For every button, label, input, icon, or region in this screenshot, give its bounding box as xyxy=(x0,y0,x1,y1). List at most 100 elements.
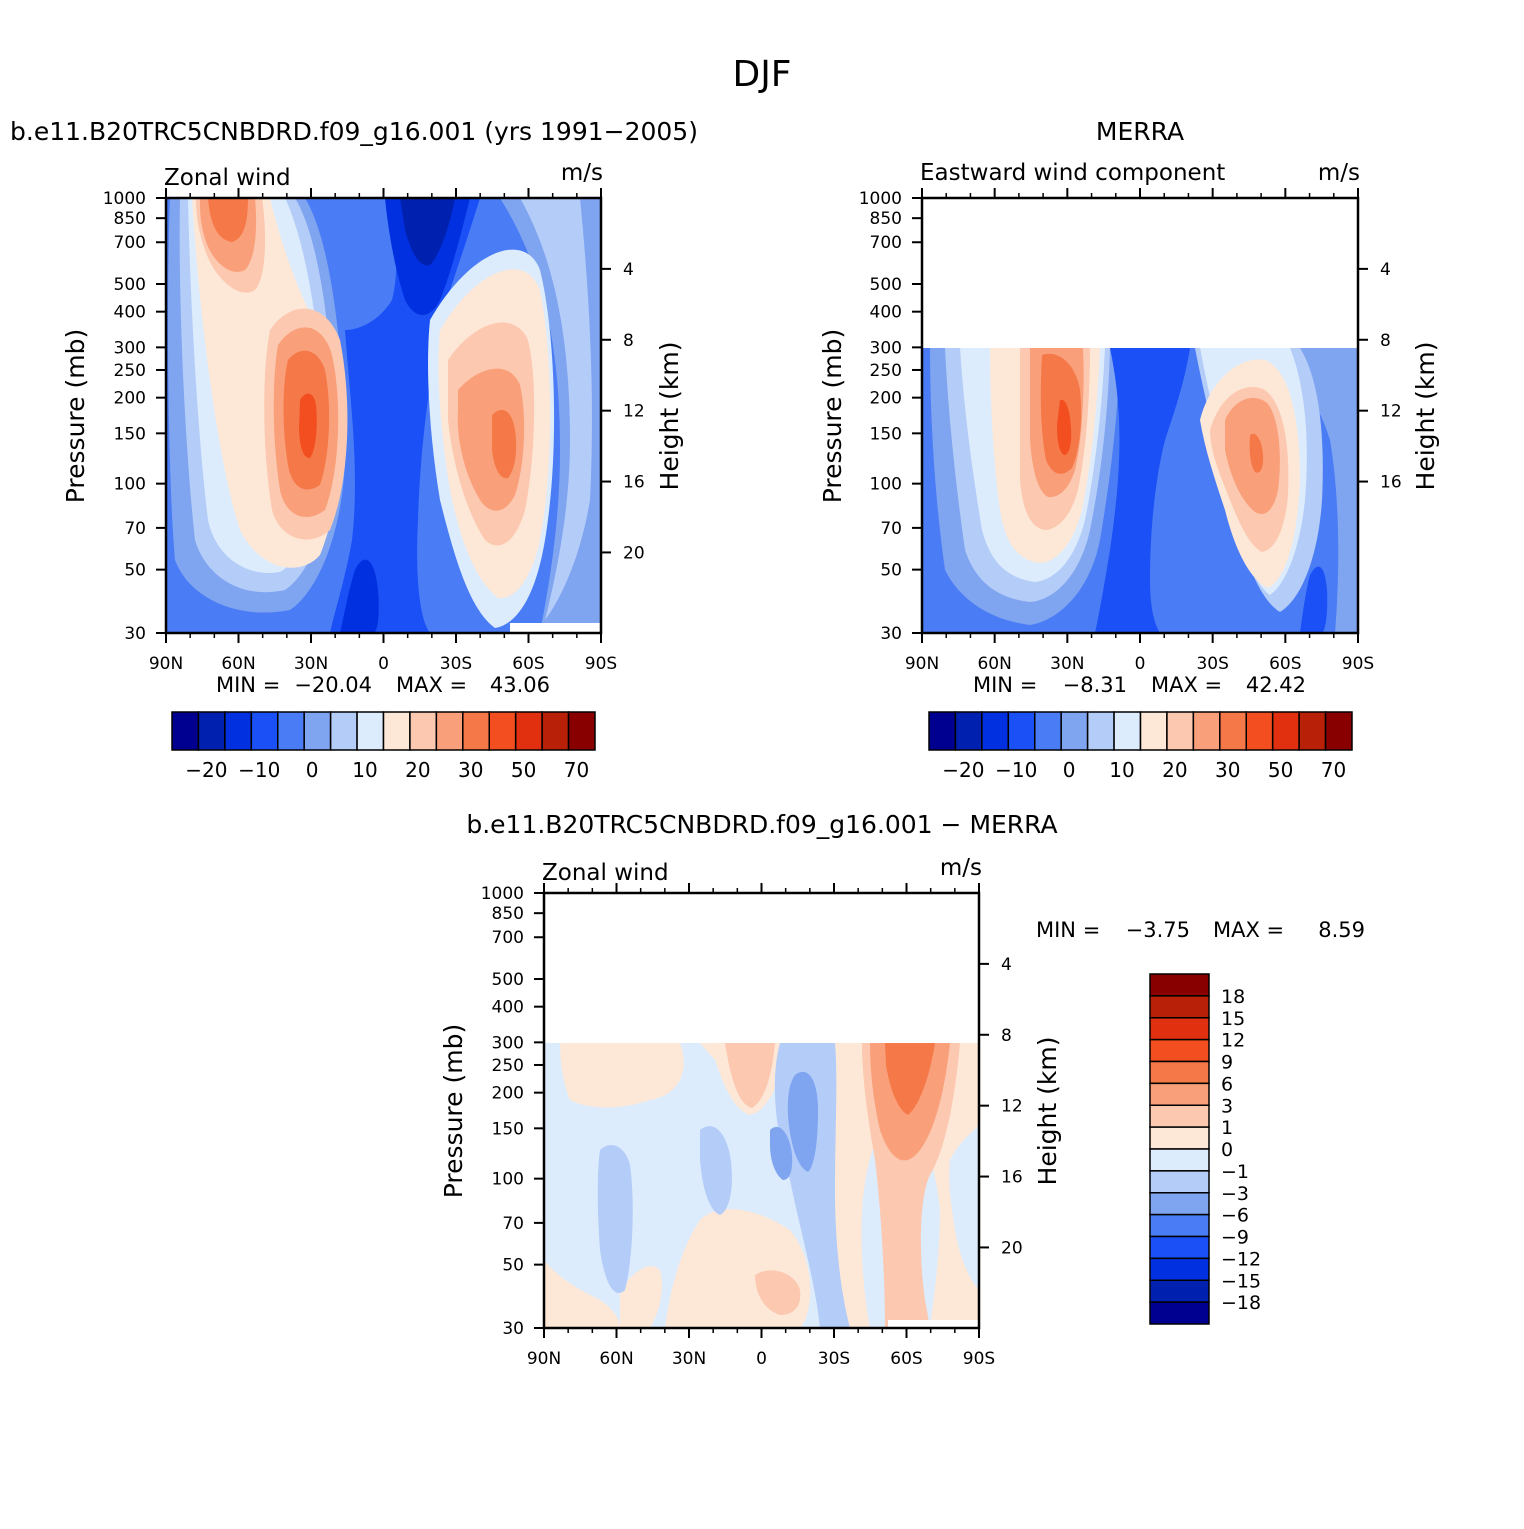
y-tick-label: 250 xyxy=(114,361,146,381)
y2-tick-label: 12 xyxy=(623,402,645,422)
page-title: DJF xyxy=(732,54,791,95)
colorbar-label: 0 xyxy=(306,758,319,782)
y2-tick-label: 16 xyxy=(1001,1168,1023,1188)
colorbar-label: 0 xyxy=(1221,1139,1233,1161)
y-tick-label: 50 xyxy=(124,561,146,581)
panel-diff-contours xyxy=(544,1043,979,1328)
y-tick-label: 150 xyxy=(492,1119,524,1139)
panel-merra-title: MERRA xyxy=(1096,117,1184,146)
colorbar-box xyxy=(1149,1192,1210,1216)
contour-missing-region xyxy=(888,1320,979,1328)
colorbar-box xyxy=(954,711,983,751)
colorbar-box xyxy=(1166,711,1195,751)
panel-model-colorbar: −20 −10 0 10 20 30 50 70 xyxy=(171,711,596,782)
contour-fill-neg9b xyxy=(340,559,379,633)
colorbar-box xyxy=(1060,711,1089,751)
colorbar-box xyxy=(1149,1082,1210,1106)
panel-diff-max-value: 8.59 xyxy=(1318,918,1365,942)
colorbar-label: −12 xyxy=(1221,1248,1261,1270)
y2-tick-label: 16 xyxy=(1380,473,1402,493)
panel-diff-y2label: Height (km) xyxy=(1033,1037,1062,1186)
y-tick-label: 1000 xyxy=(859,189,902,209)
panel-model-max-label: MAX = xyxy=(396,673,467,697)
colorbar-label: 18 xyxy=(1221,986,1245,1008)
y-tick-label: 30 xyxy=(880,624,902,644)
panel-model-min-value: −20.04 xyxy=(294,673,372,697)
panel-model-left-string: Zonal wind xyxy=(164,165,291,191)
contour-fill-9 xyxy=(208,198,248,242)
panel-merra-contours xyxy=(922,348,1358,633)
panel-merra-max-value: 42.42 xyxy=(1246,673,1306,697)
y-tick-label: 400 xyxy=(492,998,524,1018)
y-tick-label: 200 xyxy=(114,389,146,409)
panel-model-ylabel: Pressure (mb) xyxy=(61,329,90,503)
colorbar-box xyxy=(356,711,385,751)
panel-model-y2label: Height (km) xyxy=(655,342,684,491)
colorbar-label: −1 xyxy=(1221,1161,1249,1183)
y-tick-label: 100 xyxy=(492,1170,524,1190)
x-tick-label: 30N xyxy=(1050,654,1084,674)
colorbar-box xyxy=(1149,1279,1210,1303)
contour-fill-12 xyxy=(299,393,317,458)
panel-model-stats: MIN = −20.04 MAX = 43.06 xyxy=(216,673,550,697)
y-tick-label: 1000 xyxy=(103,189,146,209)
y2-tick-label: 20 xyxy=(1001,1238,1023,1258)
panel-diff-max-label: MAX = xyxy=(1213,918,1284,942)
y-tick-label: 200 xyxy=(870,389,902,409)
colorbar-label: 6 xyxy=(1221,1073,1233,1095)
y-tick-label: 400 xyxy=(870,303,902,323)
y2-tick-label: 12 xyxy=(1001,1097,1023,1117)
y2-tick-label: 12 xyxy=(1380,402,1402,422)
colorbar-label: 50 xyxy=(511,758,536,782)
contour-fill-pos-sleft xyxy=(620,1266,662,1328)
contour-fill-neg9 xyxy=(1105,553,1139,633)
x-tick-label: 60N xyxy=(221,654,255,674)
y-tick-label: 70 xyxy=(502,1214,524,1234)
colorbar-box xyxy=(1113,711,1142,751)
panel-merra-ylabel: Pressure (mb) xyxy=(818,329,847,503)
y-tick-label: 70 xyxy=(880,519,902,539)
colorbar-box xyxy=(1298,711,1327,751)
y-tick-label: 50 xyxy=(880,561,902,581)
colorbar-box xyxy=(435,711,464,751)
panel-merra-min-label: MIN = xyxy=(973,673,1037,697)
colorbar-label: −9 xyxy=(1221,1227,1249,1249)
colorbar-box xyxy=(1149,995,1210,1019)
colorbar-label: 9 xyxy=(1221,1052,1233,1074)
colorbar-box xyxy=(171,711,200,751)
colorbar-box xyxy=(1324,711,1353,751)
colorbar-box xyxy=(1149,1104,1210,1128)
colorbar-box xyxy=(1149,1038,1210,1063)
colorbar-box xyxy=(197,711,226,751)
panel-model-max-value: 43.06 xyxy=(490,673,550,697)
panel-diff: b.e11.B20TRC5CNBDRD.f09_g16.001 − MERRA … xyxy=(439,810,1365,1369)
contour-fill-right-9 xyxy=(492,410,517,479)
colorbar-box xyxy=(1149,1060,1210,1085)
panel-diff-units: m/s xyxy=(940,855,982,881)
colorbar-label: 20 xyxy=(405,758,430,782)
colorbar-box xyxy=(1086,711,1115,751)
y-tick-label: 50 xyxy=(502,1256,524,1276)
colorbar-box xyxy=(1139,711,1168,751)
contour-fill-neg-right xyxy=(949,1125,979,1290)
y-tick-label: 400 xyxy=(114,303,146,323)
y-tick-label: 850 xyxy=(114,209,146,229)
colorbar-label: 30 xyxy=(458,758,483,782)
colorbar-box xyxy=(1149,1148,1210,1172)
x-tick-label: 60S xyxy=(890,1349,922,1369)
y-tick-label: 250 xyxy=(492,1056,524,1076)
colorbar-label: 0 xyxy=(1063,758,1076,782)
x-tick-label: 0 xyxy=(378,654,389,674)
colorbar-box xyxy=(928,711,957,751)
y-tick-label: 850 xyxy=(492,904,524,924)
x-tick-label: 90N xyxy=(149,654,183,674)
contour-missing-region xyxy=(510,623,601,633)
y2-tick-label: 20 xyxy=(623,543,645,563)
x-tick-label: 90S xyxy=(585,654,617,674)
panel-merra-min-value: −8.31 xyxy=(1063,673,1127,697)
y2-tick-label: 4 xyxy=(623,260,634,280)
